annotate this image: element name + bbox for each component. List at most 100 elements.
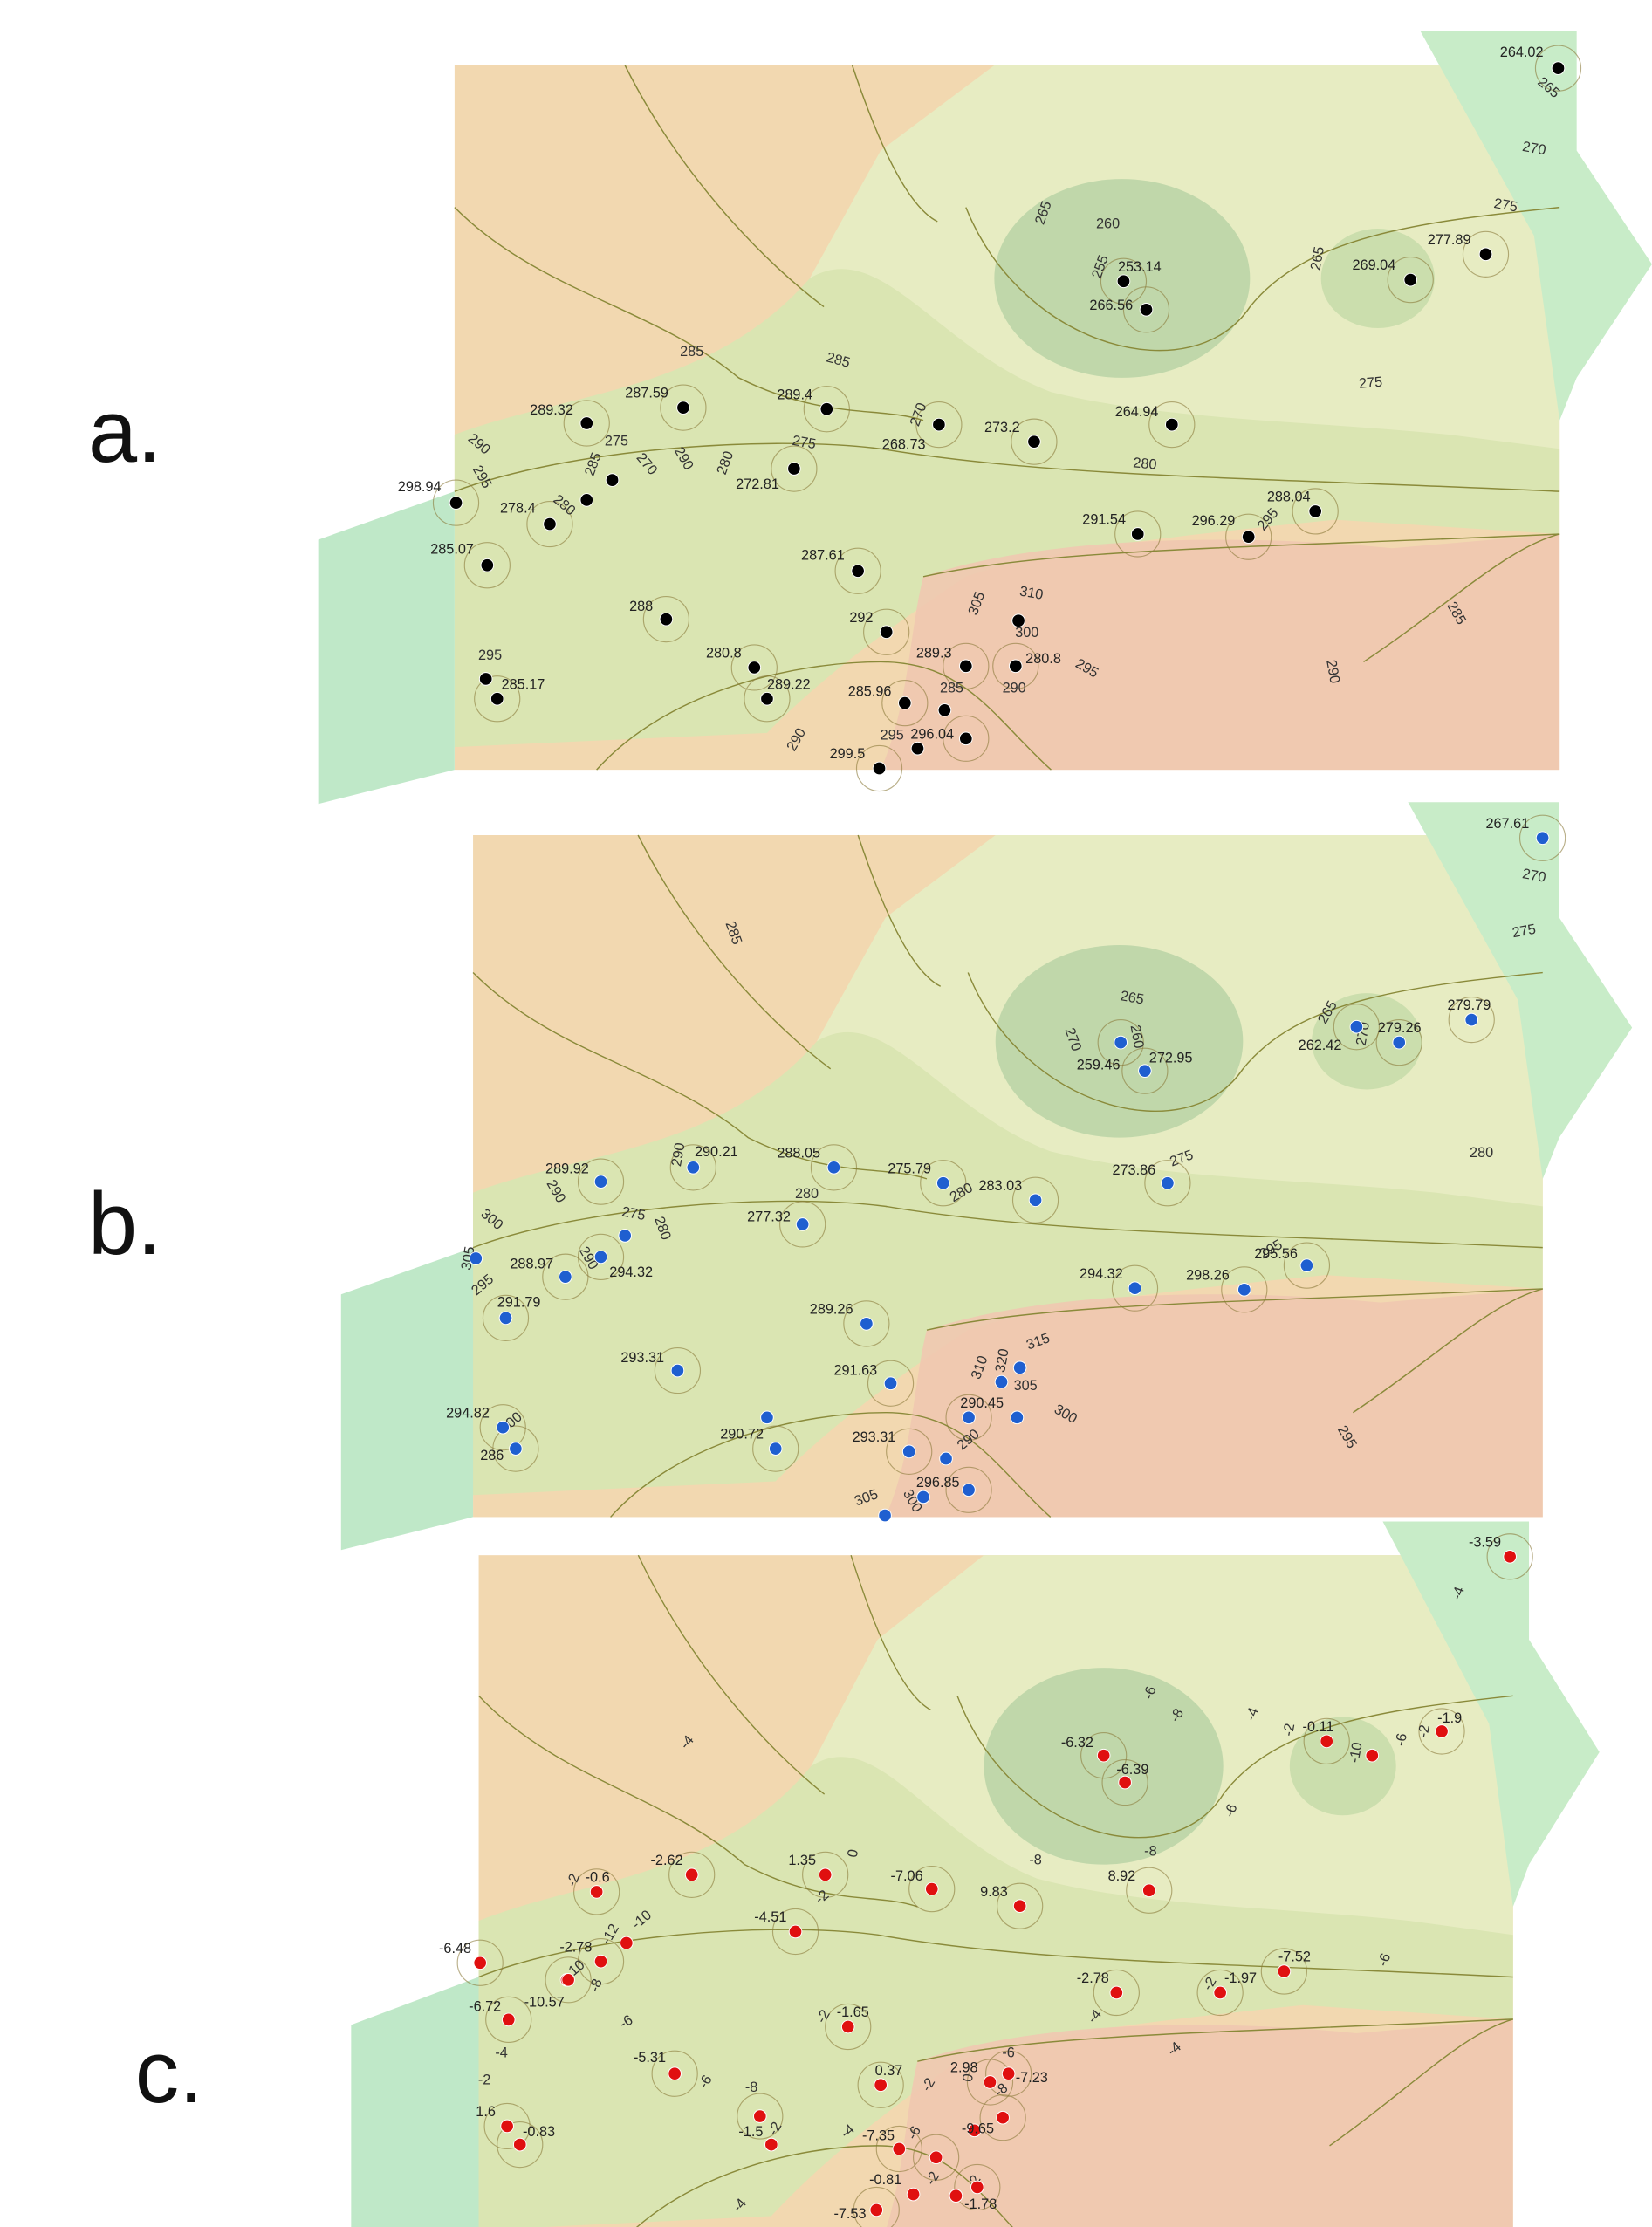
station-value: 296.29 [1192, 513, 1236, 529]
station-value: 277.32 [747, 1209, 791, 1225]
station-dot [594, 1955, 607, 1968]
station-value: -1.97 [1224, 1970, 1257, 1986]
station-dot [917, 1490, 930, 1504]
station-dot [685, 1868, 698, 1881]
station-dot [1114, 1036, 1128, 1049]
station-dot [1237, 1283, 1251, 1296]
station-value: 291.63 [833, 1362, 877, 1378]
contour-label: 295 [478, 648, 502, 663]
station-value: -0.11 [1303, 1719, 1334, 1735]
station-value: 289.32 [530, 402, 573, 418]
station-dot [1131, 528, 1144, 541]
station-dot [481, 558, 494, 572]
station-value: 280.8 [1025, 651, 1061, 667]
station-dot [513, 2138, 526, 2151]
station-value: -6.39 [1116, 1762, 1148, 1778]
contour-label: -6 [1393, 1732, 1410, 1747]
contour-label: 285 [680, 344, 703, 360]
station-dot [1165, 418, 1178, 431]
station-dot [1162, 1176, 1175, 1189]
station-value: -0.83 [523, 2124, 555, 2140]
contour-label: 295 [881, 727, 904, 743]
contour-label: 280 [795, 1186, 819, 1202]
station-dot [984, 2076, 997, 2089]
station-dot [1504, 1550, 1517, 1563]
station-dot [1012, 614, 1025, 627]
station-value: 285.07 [430, 542, 474, 558]
station-dot [819, 1868, 832, 1881]
station-dot [668, 2067, 682, 2080]
station-dot [502, 2013, 515, 2026]
station-dot [501, 2120, 514, 2133]
station-dot [789, 1925, 802, 1938]
station-value: 277.89 [1428, 232, 1471, 248]
station-dot [1465, 1013, 1478, 1026]
station-dot [1436, 1725, 1449, 1738]
station-dot [619, 1230, 632, 1243]
station-dot [949, 2189, 963, 2203]
station-value: 298.94 [398, 479, 442, 495]
station-value: 299.5 [830, 746, 866, 762]
station-value: -4.51 [754, 1909, 786, 1925]
station-value: 264.02 [1500, 45, 1544, 60]
contour-label: -2 [478, 2073, 490, 2088]
station-dot [748, 661, 761, 675]
station-value: 293.31 [620, 1350, 664, 1366]
station-dot [997, 2111, 1010, 2124]
station-dot [559, 1271, 572, 1284]
panel-label: c. [135, 2024, 203, 2121]
station-dot [1309, 505, 1322, 518]
station-dot [606, 474, 619, 487]
station-dot [474, 1956, 487, 1970]
station-dot [499, 1312, 512, 1325]
station-value: 294.32 [1080, 1266, 1123, 1282]
contour-label: -6 [1002, 2045, 1014, 2061]
station-dot [959, 660, 972, 673]
station-dot [1028, 435, 1041, 449]
panel-label: b. [88, 1175, 161, 1273]
contour-label: -2 [1280, 1723, 1298, 1737]
station-dot [544, 517, 557, 531]
station-dot [1097, 1749, 1110, 1762]
station-value: 287.61 [801, 547, 845, 563]
station-value: -7.06 [891, 1868, 923, 1884]
station-value: -7.53 [833, 2206, 866, 2222]
station-value: 272.81 [736, 476, 779, 492]
station-dot [761, 692, 774, 705]
station-value: 289.22 [767, 676, 811, 692]
station-dot [893, 2142, 906, 2155]
station-value: -7.35 [862, 2128, 895, 2144]
station-dot [1393, 1036, 1406, 1049]
station-dot [1214, 1986, 1227, 1999]
station-dot [594, 1251, 607, 1264]
station-value: 272.95 [1149, 1050, 1193, 1066]
station-value: -10.57 [524, 1995, 565, 2011]
station-dot [562, 1973, 575, 1986]
station-dot [1300, 1259, 1313, 1272]
station-dot [788, 463, 801, 476]
station-dot [879, 1509, 892, 1522]
station-dot [995, 1375, 1008, 1388]
station-value: 296.85 [916, 1475, 960, 1490]
station-value: 275.79 [888, 1161, 931, 1176]
station-value: 267.61 [1485, 816, 1529, 832]
station-value: -2.78 [559, 1939, 592, 1955]
station-dot [841, 2020, 854, 2033]
station-value: 294.32 [609, 1264, 653, 1280]
station-value: 291.54 [1082, 512, 1126, 528]
station-value: 2.98 [950, 2060, 978, 2076]
station-dot [820, 402, 833, 415]
station-value: 279.26 [1378, 1020, 1422, 1036]
station-value: 262.42 [1299, 1038, 1342, 1053]
station-dot [1119, 1776, 1132, 1789]
station-dot [971, 2181, 984, 2194]
station-dot [963, 1411, 976, 1424]
station-value: 280.8 [706, 646, 742, 661]
station-dot [769, 1442, 782, 1456]
station-dot [1404, 273, 1417, 286]
contour-label: 290 [1003, 681, 1026, 696]
station-dot [936, 1176, 949, 1189]
station-dot [1011, 1411, 1024, 1424]
station-value: 285.96 [848, 684, 892, 700]
station-value: 288.97 [510, 1256, 553, 1271]
